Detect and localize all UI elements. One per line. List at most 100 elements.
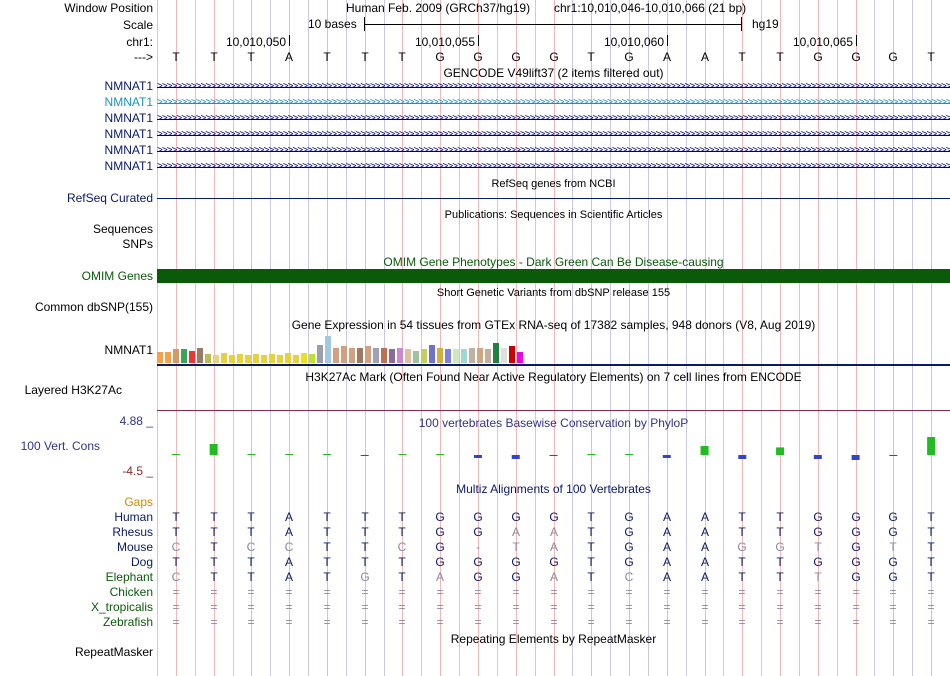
gencode-gene-label[interactable]: NMNAT1 — [104, 79, 153, 93]
multiz-species-label[interactable]: X_tropicalis — [90, 600, 153, 614]
gencode-transcript[interactable]: >>>>>>>>>>>>>>>>>>>>>>>>>>>>>>>>>>>>>>>>… — [157, 144, 950, 158]
gencode-gene-label[interactable]: NMNAT1 — [104, 95, 153, 109]
multiz-base: T — [361, 510, 369, 524]
gtex-tissue-bar[interactable] — [205, 354, 211, 363]
gtex-tissue-bar[interactable] — [301, 353, 307, 363]
gtex-tissue-bar[interactable] — [157, 352, 163, 363]
snps-label[interactable]: SNPs — [122, 237, 153, 251]
gtex-tissue-bar[interactable] — [437, 348, 443, 363]
gtex-tissue-bar[interactable] — [493, 343, 499, 363]
gtex-tissue-bar[interactable] — [189, 351, 195, 363]
multiz-base: T — [172, 555, 180, 569]
gencode-transcript[interactable]: >>>>>>>>>>>>>>>>>>>>>>>>>>>>>>>>>>>>>>>>… — [157, 112, 950, 126]
gtex-tissue-bar[interactable] — [197, 348, 203, 363]
sequences-label[interactable]: Sequences — [92, 222, 153, 236]
multiz-base: G — [624, 555, 634, 569]
multiz-species-label[interactable]: Dog — [130, 555, 153, 569]
gencode-transcript[interactable]: >>>>>>>>>>>>>>>>>>>>>>>>>>>>>>>>>>>>>>>>… — [157, 80, 950, 94]
multiz-base: = — [285, 600, 293, 614]
gtex-tissue-bar[interactable] — [269, 354, 275, 363]
gtex-tissue-bar[interactable] — [261, 355, 267, 363]
grid-line — [723, 0, 725, 676]
gtex-tissue-bar[interactable] — [309, 354, 315, 363]
gtex-tissue-bar[interactable] — [421, 349, 427, 363]
gtex-tissue-bar[interactable] — [477, 348, 483, 363]
omim-gene-bar[interactable] — [157, 269, 950, 283]
multiz-species-label[interactable]: Rhesus — [112, 525, 153, 539]
gtex-tissue-bar[interactable] — [213, 355, 219, 363]
multiz-base: A — [700, 525, 709, 539]
phylop-chart[interactable] — [157, 425, 950, 475]
strand-chevrons: >>>>>>>>>>>>>>>>>>>>>>>>>>>>>>>>>>>>>>>>… — [157, 145, 950, 156]
h3k27ac-label[interactable]: Layered H3K27Ac — [24, 383, 122, 397]
gaps-label[interactable]: Gaps — [124, 495, 153, 509]
gtex-tissue-bar[interactable] — [173, 349, 179, 363]
multiz-species-label[interactable]: Chicken — [109, 585, 153, 599]
gencode-transcript[interactable]: >>>>>>>>>>>>>>>>>>>>>>>>>>>>>>>>>>>>>>>>… — [157, 96, 950, 110]
refseq-label[interactable]: RefSeq Curated — [66, 191, 153, 205]
multiz-species-label[interactable]: Mouse — [116, 540, 153, 554]
repeatmasker-label[interactable]: RepeatMasker — [74, 645, 153, 659]
gtex-bar-chart[interactable] — [157, 333, 950, 363]
reference-base: T — [776, 50, 784, 64]
gtex-tissue-bar[interactable] — [517, 352, 523, 363]
gtex-tissue-bar[interactable] — [277, 355, 283, 363]
gencode-gene-label[interactable]: NMNAT1 — [104, 127, 153, 141]
multiz-base: T — [398, 510, 406, 524]
reference-base: G — [473, 50, 483, 64]
grid-line — [157, 0, 158, 676]
gtex-tissue-bar[interactable] — [461, 349, 467, 363]
gencode-gene-label[interactable]: NMNAT1 — [104, 159, 153, 173]
gencode-transcript[interactable]: >>>>>>>>>>>>>>>>>>>>>>>>>>>>>>>>>>>>>>>>… — [157, 160, 950, 174]
gencode-gene-label[interactable]: NMNAT1 — [104, 111, 153, 125]
gtex-tissue-bar[interactable] — [469, 348, 475, 363]
gtex-tissue-bar[interactable] — [253, 354, 259, 363]
gtex-tissue-bar[interactable] — [221, 353, 227, 363]
h3k27ac-signal-line[interactable] — [157, 410, 950, 411]
gtex-tissue-bar[interactable] — [429, 345, 435, 363]
gtex-tissue-bar[interactable] — [413, 351, 419, 363]
gtex-tissue-bar[interactable] — [349, 348, 355, 363]
gtex-tissue-bar[interactable] — [381, 348, 387, 363]
gtex-gene-label[interactable]: NMNAT1 — [104, 343, 153, 357]
gtex-tissue-bar[interactable] — [357, 348, 363, 363]
gtex-tissue-bar[interactable] — [453, 349, 459, 363]
multiz-base: A — [662, 525, 671, 539]
position-title: chr1:10,010,046-10,010,066 (21 bp) — [554, 1, 747, 15]
gtex-tissue-bar[interactable] — [365, 346, 371, 363]
phylop-label[interactable]: 100 Vert. Cons — [20, 439, 100, 453]
multiz-base: = — [889, 615, 897, 629]
gtex-tissue-bar[interactable] — [445, 349, 451, 363]
multiz-base: T — [323, 570, 331, 584]
gencode-transcript[interactable]: >>>>>>>>>>>>>>>>>>>>>>>>>>>>>>>>>>>>>>>>… — [157, 128, 950, 142]
gtex-tissue-bar[interactable] — [165, 352, 171, 363]
gtex-tissue-bar[interactable] — [325, 336, 331, 363]
track-label-column: Window Position Scale chr1: ---> NMNAT1 N… — [0, 0, 157, 676]
gtex-tissue-bar[interactable] — [229, 355, 235, 363]
multiz-species-label[interactable]: Zebrafish — [102, 615, 153, 629]
gtex-tissue-bar[interactable] — [341, 346, 347, 363]
gtex-tissue-bar[interactable] — [389, 349, 395, 363]
gtex-tissue-bar[interactable] — [405, 349, 411, 363]
gtex-tissue-bar[interactable] — [317, 345, 323, 363]
gtex-tissue-bar[interactable] — [333, 348, 339, 363]
dbsnp-label[interactable]: Common dbSNP(155) — [34, 300, 153, 314]
multiz-species-label[interactable]: Elephant — [105, 570, 153, 584]
gtex-tissue-bar[interactable] — [373, 348, 379, 363]
multiz-base: = — [852, 600, 860, 614]
gtex-tissue-bar[interactable] — [245, 355, 251, 363]
gtex-tissue-bar[interactable] — [181, 349, 187, 363]
strand-arrow-label[interactable]: ---> — [134, 50, 153, 64]
gtex-tissue-bar[interactable] — [293, 355, 299, 363]
gencode-gene-label[interactable]: NMNAT1 — [104, 143, 153, 157]
refseq-gene-line[interactable] — [157, 198, 950, 199]
gtex-tissue-bar[interactable] — [397, 348, 403, 363]
gtex-tissue-bar[interactable] — [285, 353, 291, 363]
multiz-base: G — [888, 525, 898, 539]
gtex-tissue-bar[interactable] — [237, 354, 243, 363]
omim-label[interactable]: OMIM Genes — [81, 269, 153, 283]
gtex-tissue-bar[interactable] — [485, 349, 491, 363]
gtex-tissue-bar[interactable] — [509, 346, 515, 363]
multiz-species-label[interactable]: Human — [114, 510, 153, 524]
gtex-tissue-bar[interactable] — [501, 348, 507, 363]
